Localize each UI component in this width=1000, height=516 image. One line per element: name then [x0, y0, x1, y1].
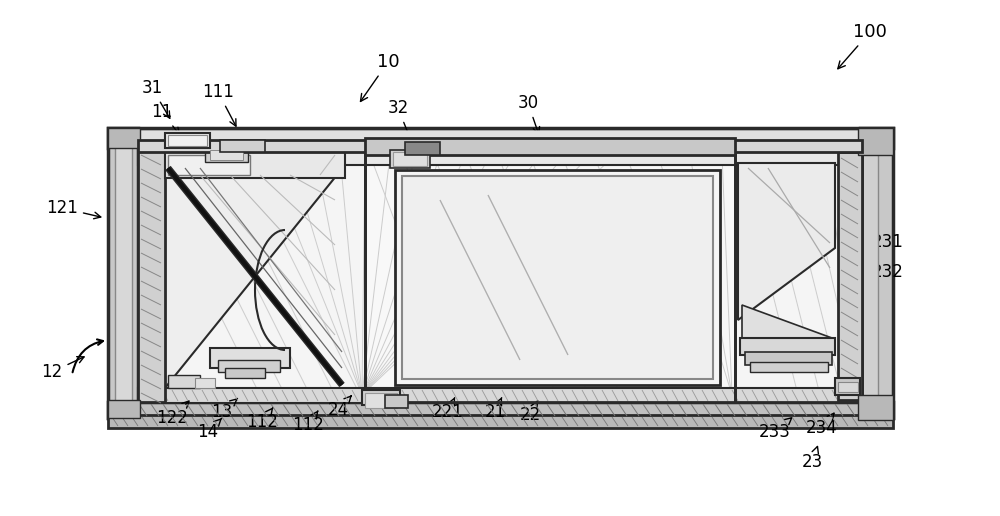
Bar — [138, 388, 862, 403]
Bar — [195, 378, 215, 388]
Text: 12: 12 — [41, 357, 84, 381]
Text: 231: 231 — [866, 233, 904, 251]
Bar — [860, 128, 893, 418]
Text: 24: 24 — [327, 396, 351, 419]
Text: 11: 11 — [151, 103, 179, 135]
Bar — [115, 132, 132, 413]
Bar — [740, 338, 835, 355]
Text: 30: 30 — [517, 94, 540, 134]
Text: 122: 122 — [156, 401, 189, 427]
Bar — [402, 176, 713, 379]
Polygon shape — [742, 305, 832, 338]
Bar — [735, 148, 862, 402]
Bar — [108, 128, 140, 148]
Bar — [138, 140, 862, 152]
Polygon shape — [165, 165, 345, 388]
Text: 232: 232 — [862, 263, 904, 281]
Text: 31: 31 — [141, 79, 170, 118]
Bar — [138, 148, 862, 165]
Bar — [112, 130, 890, 145]
Bar — [138, 148, 165, 402]
Bar — [390, 150, 430, 168]
Bar — [210, 150, 243, 160]
Bar — [108, 128, 893, 148]
Text: 234: 234 — [806, 413, 838, 437]
Text: 221: 221 — [432, 398, 464, 421]
Bar — [218, 360, 280, 372]
Bar — [138, 148, 365, 402]
Text: 13: 13 — [211, 398, 238, 421]
Bar — [168, 155, 250, 175]
Bar — [745, 352, 832, 365]
Bar — [165, 133, 210, 148]
Bar — [165, 152, 345, 178]
Text: 14: 14 — [197, 418, 222, 441]
Bar — [365, 148, 735, 402]
Bar — [750, 362, 828, 372]
Text: 22: 22 — [519, 400, 541, 424]
Bar — [862, 132, 878, 413]
Text: 21: 21 — [484, 398, 506, 421]
Text: 23: 23 — [801, 446, 823, 471]
Text: 121: 121 — [46, 199, 101, 219]
Polygon shape — [738, 163, 835, 320]
Bar — [205, 148, 248, 162]
Bar — [858, 128, 893, 155]
Bar — [108, 415, 893, 428]
Bar — [225, 368, 265, 378]
Text: 233: 233 — [759, 418, 792, 441]
Bar — [395, 170, 720, 385]
Bar — [108, 128, 138, 418]
Text: 111: 111 — [202, 83, 236, 126]
Bar — [385, 395, 408, 408]
Bar — [838, 152, 862, 400]
Text: 112: 112 — [292, 411, 324, 434]
Bar — [220, 140, 265, 152]
Bar — [108, 402, 893, 418]
Bar — [735, 148, 862, 402]
Text: 10: 10 — [360, 53, 399, 102]
Bar — [393, 152, 427, 166]
Bar — [168, 375, 200, 388]
Text: 100: 100 — [838, 23, 887, 69]
Bar — [405, 142, 440, 155]
Bar — [365, 148, 735, 402]
Bar — [365, 393, 397, 408]
Bar — [210, 348, 290, 368]
Text: 112: 112 — [246, 408, 278, 431]
Bar — [168, 135, 207, 146]
Text: 32: 32 — [387, 99, 411, 139]
Bar — [838, 382, 858, 392]
Bar — [365, 138, 735, 155]
Bar — [835, 378, 860, 395]
Bar — [858, 395, 893, 420]
Bar — [362, 390, 400, 405]
Bar — [108, 400, 140, 418]
